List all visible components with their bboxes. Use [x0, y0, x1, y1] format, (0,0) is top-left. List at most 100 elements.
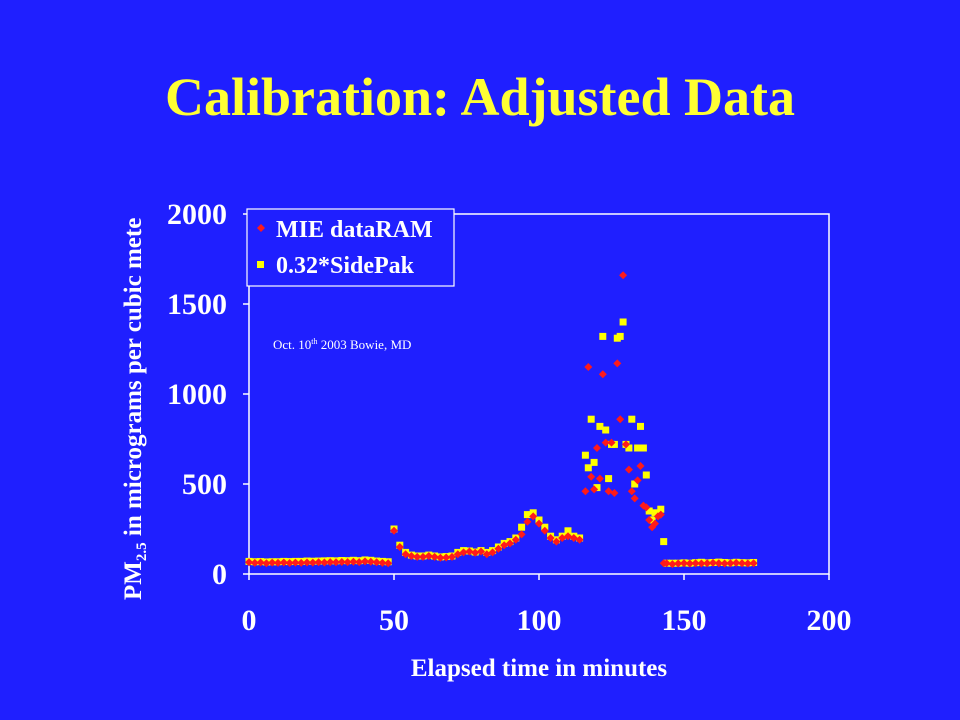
point-mie-dataram	[651, 519, 659, 528]
point-mie-dataram	[361, 557, 369, 566]
point-mie-dataram	[610, 489, 619, 497]
point-sidepak	[631, 480, 639, 488]
point-mie-dataram	[575, 535, 584, 544]
point-mie-dataram	[372, 558, 381, 567]
point-mie-dataram	[453, 550, 462, 559]
point-mie-dataram	[552, 537, 561, 546]
point-sidepak	[625, 444, 633, 452]
x-tick-label: 200	[807, 604, 852, 637]
y-tick-label: 1500	[167, 288, 227, 321]
point-sidepak	[657, 505, 665, 513]
point-sidepak	[637, 422, 644, 430]
point-mie-dataram	[320, 558, 329, 567]
y-tick-label: 1000	[167, 378, 227, 411]
point-mie-dataram	[590, 485, 599, 494]
point-mie-dataram	[285, 559, 294, 568]
point-mie-dataram	[619, 271, 628, 280]
point-mie-dataram	[703, 559, 712, 568]
point-mie-dataram	[465, 547, 474, 556]
point-mie-dataram	[720, 559, 729, 568]
point-mie-dataram	[471, 548, 480, 557]
point-mie-dataram	[308, 558, 317, 567]
point-mie-dataram	[256, 558, 265, 567]
point-mie-dataram	[494, 544, 503, 553]
point-mie-dataram	[424, 552, 433, 560]
point-mie-dataram	[297, 558, 306, 567]
point-mie-dataram	[749, 559, 758, 568]
point-mie-dataram	[291, 558, 300, 567]
point-mie-dataram	[616, 415, 625, 424]
point-mie-dataram	[326, 558, 335, 567]
point-mie-dataram	[601, 438, 610, 447]
point-sidepak	[610, 440, 618, 448]
point-mie-dataram	[395, 543, 404, 551]
point-mie-dataram	[529, 512, 538, 521]
point-sidepak	[564, 527, 572, 535]
point-mie-dataram	[624, 465, 633, 474]
y-tick-label: 0	[212, 558, 227, 591]
point-mie-dataram	[303, 558, 311, 567]
data-points	[245, 271, 758, 569]
annotation-location: 2003 Bowie, MD	[318, 337, 412, 352]
point-mie-dataram	[279, 558, 288, 567]
point-mie-dataram	[738, 559, 746, 568]
point-mie-dataram	[636, 462, 645, 470]
point-sidepak	[590, 458, 598, 466]
point-sidepak	[642, 471, 650, 479]
x-tick-label: 150	[662, 604, 707, 637]
point-mie-dataram	[436, 553, 445, 562]
point-mie-dataram	[709, 558, 717, 567]
point-mie-dataram	[680, 559, 688, 568]
point-mie-dataram	[685, 559, 694, 568]
point-mie-dataram	[604, 487, 613, 496]
point-mie-dataram	[442, 553, 451, 562]
point-mie-dataram	[390, 526, 398, 535]
point-mie-dataram	[598, 370, 607, 379]
legend-box	[246, 208, 455, 287]
point-mie-dataram	[430, 552, 439, 561]
point-mie-dataram	[540, 526, 549, 535]
legend: MIE dataRAM 0.32*SidePak	[246, 208, 455, 287]
point-mie-dataram	[517, 530, 526, 539]
point-sidepak	[619, 318, 627, 326]
legend-marker-sidepak	[257, 261, 264, 268]
point-mie-dataram	[459, 548, 468, 557]
y-axis-title-main: PM	[120, 561, 147, 600]
point-mie-dataram	[482, 550, 491, 559]
point-sidepak	[584, 464, 592, 472]
point-mie-dataram	[511, 535, 520, 544]
point-sidepak	[645, 507, 653, 515]
slide-title: Calibration: Adjusted Data	[164, 67, 796, 127]
point-sidepak	[587, 415, 595, 423]
point-mie-dataram	[613, 359, 622, 368]
chart-annotation: Oct. 10th 2003 Bowie, MD	[273, 337, 411, 352]
point-sidepak	[581, 451, 589, 459]
point-sidepak	[518, 523, 526, 531]
x-axis-title: Elapsed time in minutes	[411, 655, 668, 682]
point-mie-dataram	[595, 474, 604, 483]
annotation-date: Oct. 10	[273, 337, 311, 352]
legend-marker-mie-dataram	[257, 224, 265, 232]
point-mie-dataram	[668, 560, 677, 569]
point-mie-dataram	[250, 558, 259, 567]
annotation-superscript: th	[311, 337, 317, 346]
point-mie-dataram	[714, 559, 723, 568]
point-mie-dataram	[488, 548, 497, 557]
point-mie-dataram	[448, 552, 456, 561]
point-mie-dataram	[245, 558, 253, 567]
point-mie-dataram	[407, 552, 416, 560]
point-mie-dataram	[274, 558, 282, 567]
x-tick-label: 0	[242, 604, 257, 637]
point-mie-dataram	[732, 558, 741, 567]
point-sidepak	[605, 475, 613, 483]
x-axis-ticks: 0 50 100 150 200	[242, 574, 852, 637]
x-tick-label: 100	[517, 604, 562, 637]
point-sidepak	[593, 484, 601, 492]
point-sidepak	[639, 444, 647, 452]
point-mie-dataram	[535, 519, 543, 528]
point-mie-dataram	[477, 547, 485, 556]
y-axis-title-rest: in micrograms per cubic mete	[120, 218, 147, 543]
point-mie-dataram	[642, 503, 651, 512]
point-mie-dataram	[413, 552, 422, 561]
